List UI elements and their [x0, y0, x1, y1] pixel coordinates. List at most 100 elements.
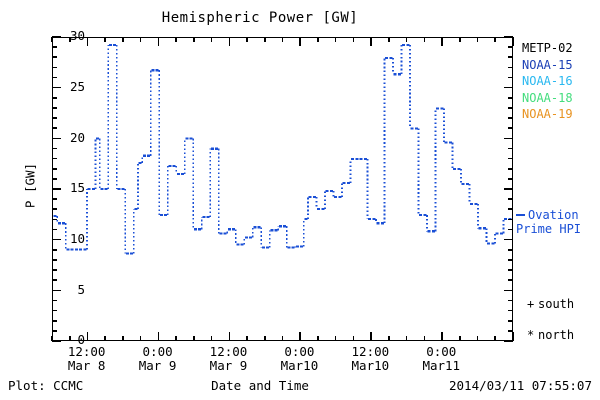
x-tick-date: Mar 8	[67, 357, 106, 373]
y-tick	[52, 66, 57, 69]
y-tick	[508, 76, 514, 79]
y-tick	[508, 228, 514, 231]
x-tick	[193, 336, 195, 341]
y-tick	[508, 157, 514, 160]
x-tick-time: 0:00	[142, 344, 173, 359]
y-tick-label: 10	[69, 230, 85, 246]
y-tick	[52, 249, 57, 251]
x-tick	[370, 37, 372, 46]
y-tick	[508, 198, 514, 200]
x-tick-label: 0:00 Mar 9	[113, 345, 203, 372]
x-tick	[139, 336, 142, 341]
y-tick	[508, 299, 514, 302]
y-tick	[508, 319, 514, 322]
y-tick	[508, 97, 514, 99]
x-tick	[104, 336, 106, 341]
y-tick-label: 25	[69, 78, 85, 94]
x-tick	[388, 336, 390, 341]
y-tick	[52, 76, 57, 79]
x-tick	[317, 336, 319, 341]
x-tick	[68, 37, 71, 42]
y-tick	[52, 97, 57, 99]
x-tick-label: 0:00 Mar10	[254, 345, 344, 372]
legend-entry-metp-02: METP-02	[522, 41, 573, 55]
y-tick	[52, 299, 57, 302]
x-tick	[459, 336, 461, 341]
x-tick	[68, 336, 71, 341]
marker-legend-north: * north	[527, 328, 600, 342]
x-tick	[388, 37, 390, 42]
x-tick-label: 12:00 Mar 9	[184, 345, 274, 372]
x-tick	[476, 37, 479, 42]
y-tick	[508, 208, 514, 211]
y-tick	[52, 289, 61, 292]
x-tick	[228, 332, 231, 341]
y-tick	[52, 319, 57, 322]
y-tick	[52, 208, 57, 211]
y-tick	[52, 330, 57, 332]
marker-legend: + south * north	[527, 297, 600, 359]
x-tick	[263, 336, 266, 341]
x-tick-time: 12:00	[209, 344, 248, 359]
x-tick	[157, 37, 160, 46]
y-tick-label: 5	[77, 281, 85, 297]
data-series-step-line	[53, 44, 512, 255]
x-tick	[352, 37, 355, 42]
y-tick	[52, 279, 57, 281]
plot-frame	[52, 37, 513, 341]
footer: Plot: CCMC Date and Time 2014/03/11 07:5…	[0, 378, 600, 396]
y-tick	[52, 198, 57, 200]
x-tick	[246, 37, 248, 42]
x-tick	[512, 332, 514, 341]
x-tick	[405, 37, 408, 42]
page-title: Hemispheric Power [GW]	[161, 10, 359, 26]
y-tick	[52, 238, 61, 241]
y-tick	[52, 157, 57, 160]
ovation-line-swatch	[516, 214, 525, 216]
x-tick	[334, 336, 337, 341]
y-tick	[508, 167, 514, 170]
y-tick	[508, 127, 514, 129]
y-tick	[508, 117, 514, 119]
marker-glyph-icon: *	[527, 328, 535, 342]
y-tick	[508, 66, 514, 69]
y-tick	[508, 147, 514, 150]
y-tick	[52, 228, 57, 231]
marker-legend-label: south	[538, 297, 575, 311]
x-tick	[210, 37, 213, 42]
plot-credit: Plot: CCMC	[8, 378, 84, 393]
y-tick	[508, 279, 514, 281]
x-tick-date: Mar10	[351, 357, 390, 373]
x-tick	[459, 37, 461, 42]
y-tick	[52, 167, 57, 170]
y-tick	[504, 36, 514, 38]
x-tick	[441, 37, 443, 46]
x-tick	[423, 37, 426, 42]
x-tick	[281, 37, 284, 42]
x-tick	[122, 37, 124, 42]
y-tick	[508, 107, 514, 109]
y-tick	[508, 178, 514, 180]
x-tick-time: 0:00	[426, 344, 457, 359]
y-tick	[504, 188, 514, 190]
x-tick	[494, 336, 497, 341]
y-tick	[52, 188, 61, 190]
x-tick	[122, 336, 124, 341]
x-tick-label: 12:00 Mar 8	[42, 345, 132, 372]
y-tick	[52, 127, 57, 129]
x-tick	[423, 336, 426, 341]
y-tick	[504, 238, 514, 241]
y-tick	[52, 86, 61, 89]
x-tick	[51, 37, 53, 42]
y-tick	[508, 330, 514, 332]
y-tick	[52, 309, 57, 312]
x-tick	[441, 332, 443, 341]
x-tick	[51, 336, 53, 341]
y-tick	[52, 178, 57, 180]
x-tick	[370, 332, 372, 341]
ovation-legend-label1: Ovation	[528, 208, 579, 222]
x-axis-title: Date and Time	[211, 378, 309, 393]
x-tick	[139, 37, 142, 42]
x-tick	[317, 37, 319, 42]
y-tick	[508, 218, 514, 221]
